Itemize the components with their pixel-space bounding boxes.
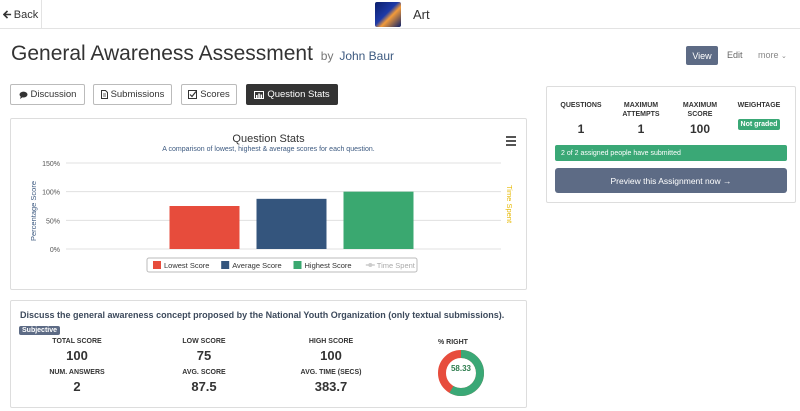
pct-right-value: 58.33 [450, 364, 472, 373]
course-header[interactable]: Art [375, 2, 430, 27]
avg-score-stat: AVG. SCORE 87.5 [159, 369, 249, 394]
stat-value: 87.5 [191, 379, 217, 394]
stat-label: TOTAL SCORE [52, 338, 102, 345]
tab-submissions[interactable]: Submissions [93, 84, 172, 105]
chart-icon [254, 90, 265, 99]
legend-symbol [221, 261, 230, 269]
info-value: 1 [637, 122, 645, 136]
back-label: Back [13, 8, 39, 21]
view-button[interactable]: View [686, 46, 718, 65]
max-attempts-info: MAXIMUM ATTEMPTS 1 [611, 101, 671, 136]
legend-symbol [293, 261, 302, 269]
not-graded-badge: Not graded [737, 119, 781, 130]
info-label: QUESTIONS [560, 102, 602, 109]
max-score-info: MAXIMUM SCORE 100 [670, 101, 730, 136]
total-score-stat: TOTAL SCORE 100 [32, 338, 122, 363]
tab-label: Scores [200, 89, 230, 100]
tab-label: Submissions [110, 89, 165, 100]
more-label: more [758, 50, 779, 60]
question-panel: Discuss the general awareness concept pr… [10, 300, 527, 408]
info-value: 1 [577, 122, 585, 136]
avg-time-stat: AVG. TIME (SECS) 383.7 [286, 369, 376, 394]
y-tick-label: 0% [50, 247, 60, 254]
by-label: by [320, 49, 334, 63]
chart-title: Question Stats [232, 133, 305, 145]
back-button[interactable]: Back [0, 0, 42, 29]
legend-symbol [368, 263, 373, 267]
y-axis-title: Percentage Score [29, 181, 38, 241]
donut-right-arc [438, 350, 484, 396]
stat-label: AVG. TIME (SECS) [300, 369, 362, 376]
edit-link[interactable]: Edit [727, 50, 743, 60]
file-icon [100, 90, 108, 99]
question-type-badge: Subjective [19, 326, 61, 335]
course-logo [375, 2, 401, 27]
legend-label: Time Spent [377, 261, 416, 270]
tab-label: Question Stats [267, 89, 330, 100]
y2-axis-title: Time Spent [505, 185, 514, 224]
info-label: WEIGHTAGE [737, 102, 781, 109]
legend-symbol [153, 261, 161, 269]
stat-value: 2 [73, 379, 81, 394]
high-score-stat: HIGH SCORE 100 [286, 338, 376, 363]
tab-scores[interactable]: Scores [181, 84, 237, 105]
bar-highest-score [343, 191, 414, 249]
question-stats-chart: 0% 50% 100% 150% Percentage Score Time Spent L… [10, 118, 527, 290]
stat-label: LOW SCORE [182, 338, 226, 345]
tab-question-stats[interactable]: Question Stats [246, 84, 338, 105]
question-text: Discuss the general awareness concept pr… [20, 310, 505, 320]
legend-label: Lowest Score [164, 261, 209, 270]
assignment-info-card: QUESTIONS 1 MAXIMUM ATTEMPTS 1 MAXIMUM S… [546, 86, 796, 203]
legend-label: Highest Score [305, 261, 352, 270]
author-link[interactable]: John Baur [339, 49, 395, 63]
low-score-stat: LOW SCORE 75 [159, 338, 249, 363]
stat-value: 100 [320, 348, 342, 363]
questions-info: QUESTIONS 1 [551, 101, 611, 136]
comments-icon [19, 91, 28, 99]
info-label: MAXIMUM SCORE [682, 102, 718, 118]
tab-discussion[interactable]: Discussion [10, 84, 85, 105]
bar-average-score [256, 198, 327, 249]
pct-right-label: % RIGHT [438, 339, 468, 346]
stat-value: 383.7 [314, 379, 348, 394]
arrow-left-icon [2, 10, 11, 19]
info-value: 100 [689, 122, 711, 136]
page-title: General Awareness Assessment by John Bau… [11, 42, 394, 66]
chart-legend [146, 257, 418, 273]
info-label: MAXIMUM ATTEMPTS [622, 102, 660, 118]
assessment-title: General Awareness Assessment [11, 42, 313, 65]
y-tick-label: 100% [42, 190, 60, 197]
chart-canvas: 0% 50% 100% 150% Percentage Score Time Spent L… [29, 161, 514, 273]
weightage-info: WEIGHTAGE Not graded [729, 101, 789, 131]
top-bar: Back Art [0, 0, 800, 29]
stat-value: 75 [196, 348, 212, 363]
stat-label: AVG. SCORE [182, 369, 226, 376]
course-name: Art [413, 7, 430, 22]
legend-label: Average Score [232, 261, 281, 270]
chevron-down-icon: ⌄ [781, 53, 787, 60]
num-answers-stat: NUM. ANSWERS 2 [32, 369, 122, 394]
stat-label: HIGH SCORE [308, 338, 354, 345]
tab-label: Discussion [30, 89, 77, 100]
chart-menu-icon[interactable] [506, 136, 516, 148]
more-dropdown[interactable]: more ⌄ [758, 50, 787, 60]
chart-subtitle: A comparison of lowest, highest & averag… [162, 146, 375, 153]
pct-right-donut [438, 350, 484, 396]
y-tick-label: 150% [42, 161, 60, 168]
stat-value: 100 [66, 348, 88, 363]
y-tick-label: 50% [46, 218, 60, 225]
bar-lowest-score [169, 206, 240, 249]
checkbox-icon [188, 90, 198, 99]
submission-progress-bar: 2 of 2 assigned people have submitted [555, 145, 787, 161]
preview-assignment-button[interactable]: Preview this Assignment now → [555, 168, 787, 193]
stat-label: NUM. ANSWERS [49, 369, 105, 376]
